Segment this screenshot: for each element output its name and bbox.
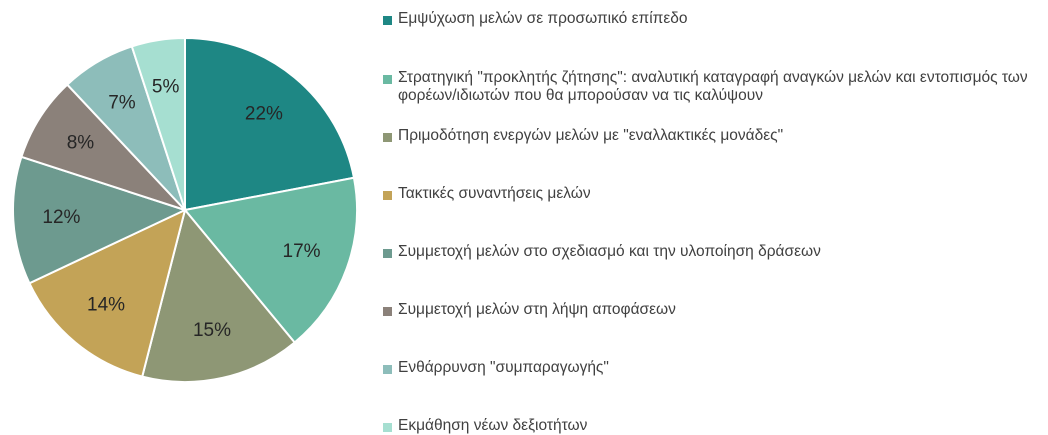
legend-label: Εκμάθηση νέων δεξιοτήτων bbox=[398, 417, 588, 434]
pie-chart: 22% 17% 15% 14% 12% 8% 7% 5% bbox=[12, 36, 358, 383]
pie-slice bbox=[141, 207, 297, 383]
legend-item: Εκμάθηση νέων δεξιοτήτων bbox=[383, 417, 1048, 435]
legend-item: Στρατηγική "προκλητής ζήτησης": αναλυτικ… bbox=[383, 69, 1048, 105]
legend-swatch bbox=[383, 423, 392, 432]
legend-item: Πριμοδότηση ενεργών μελών με "εναλλακτικ… bbox=[383, 127, 1048, 145]
slice-label: 12% bbox=[42, 207, 80, 228]
slice-label: 15% bbox=[193, 320, 231, 341]
legend-swatch bbox=[383, 249, 392, 258]
slice-label: 7% bbox=[108, 92, 136, 113]
pie-slice bbox=[12, 155, 188, 285]
legend-item: Συμμετοχή μελών στη λήψη αποφάσεων bbox=[383, 301, 1048, 319]
slice-label: 22% bbox=[245, 104, 283, 125]
legend-label: Συμμετοχή μελών στη λήψη αποφάσεων bbox=[398, 301, 676, 318]
pie-slice bbox=[184, 36, 356, 212]
legend-swatch bbox=[383, 75, 392, 84]
legend-swatch bbox=[383, 365, 392, 374]
slice-label: 17% bbox=[283, 241, 321, 262]
legend-item: Τακτικές συναντήσεις μελών bbox=[383, 185, 1048, 203]
legend-swatch bbox=[383, 16, 392, 25]
legend-item: Εμψύχωση μελών σε προσωπικό επίπεδο bbox=[383, 10, 1048, 28]
legend-swatch bbox=[383, 133, 392, 142]
legend-label: Ενθάρρυνση "συμπαραγωγής" bbox=[398, 359, 609, 376]
legend-label: Στρατηγική "προκλητής ζήτησης": αναλυτικ… bbox=[398, 69, 1028, 104]
pie-slice bbox=[130, 36, 186, 211]
pie-slice bbox=[183, 176, 358, 344]
legend-label: Πριμοδότηση ενεργών μελών με "εναλλακτικ… bbox=[398, 127, 784, 144]
legend-item: Ενθάρρυνση "συμπαραγωγής" bbox=[383, 359, 1048, 377]
pie-slice bbox=[28, 208, 187, 378]
legend-label: Τακτικές συναντήσεις μελών bbox=[398, 185, 591, 202]
legend-label: Συμμετοχή μελών στο σχεδιασμό και την υλ… bbox=[398, 243, 821, 260]
slice-label: 8% bbox=[67, 133, 95, 154]
slice-label: 14% bbox=[87, 294, 125, 315]
slice-label: 5% bbox=[152, 77, 180, 98]
legend-swatch bbox=[383, 191, 392, 200]
legend-item: Συμμετοχή μελών στο σχεδιασμό και την υλ… bbox=[383, 243, 1048, 261]
legend-swatch bbox=[383, 307, 392, 316]
legend-label: Εμψύχωση μελών σε προσωπικό επίπεδο bbox=[398, 10, 688, 27]
